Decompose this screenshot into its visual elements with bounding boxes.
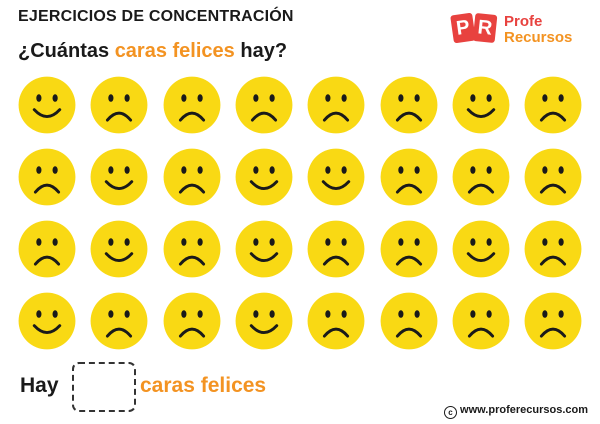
happy-face-icon: [18, 292, 76, 350]
happy-face-icon: [235, 292, 293, 350]
sad-face-icon: [18, 148, 76, 206]
sad-face-icon: [380, 76, 437, 134]
sad-face-icon: [452, 148, 510, 206]
answer-suffix: caras felices: [140, 374, 267, 397]
sad-face-icon: [90, 292, 148, 350]
sad-face-icon: [524, 220, 582, 278]
answer-prefix: Hay: [20, 374, 59, 397]
sad-face-icon: [235, 76, 293, 134]
sad-face-icon: [524, 76, 582, 134]
sad-face-icon: [163, 220, 221, 278]
sad-face-icon: [163, 148, 221, 206]
page-title: EJERCICIOS DE CONCENTRACIÓN: [18, 8, 294, 25]
footer-credit: c www.proferecursos.com: [444, 404, 588, 419]
question: ¿Cuántas caras felices hay?: [18, 40, 287, 63]
happy-face-icon: [452, 220, 510, 278]
happy-face-icon: [235, 220, 293, 278]
footer-url: www.proferecursos.com: [460, 404, 588, 416]
question-start: ¿Cuántas: [18, 40, 115, 62]
happy-face-icon: [18, 76, 76, 134]
sad-face-icon: [163, 76, 221, 134]
profe-recursos-logo: P R Profe Recursos: [450, 10, 590, 50]
copyright-icon: c: [444, 406, 458, 419]
sad-face-icon: [90, 76, 148, 134]
answer-row: Hay caras felices: [20, 362, 320, 412]
happy-face-icon: [235, 148, 293, 206]
sad-face-icon: [307, 292, 365, 350]
logo-text-profe: Profe: [504, 13, 543, 30]
sad-face-icon: [163, 292, 221, 350]
question-accent: caras felices: [114, 40, 235, 62]
question-end: hay?: [234, 40, 288, 62]
happy-face-icon: [452, 76, 510, 134]
answer-box[interactable]: [72, 362, 136, 412]
sad-face-icon: [452, 292, 510, 350]
happy-face-icon: [307, 148, 365, 206]
sad-face-icon: [18, 220, 76, 278]
sad-face-icon: [307, 76, 365, 134]
sad-face-icon: [380, 148, 437, 206]
sad-face-icon: [380, 292, 437, 350]
logo-text-recursos: Recursos: [504, 29, 573, 46]
sad-face-icon: [307, 220, 365, 278]
sad-face-icon: [380, 220, 437, 278]
happy-face-icon: [90, 220, 148, 278]
sad-face-icon: [524, 148, 582, 206]
sad-face-icon: [524, 292, 582, 350]
happy-face-icon: [90, 148, 148, 206]
